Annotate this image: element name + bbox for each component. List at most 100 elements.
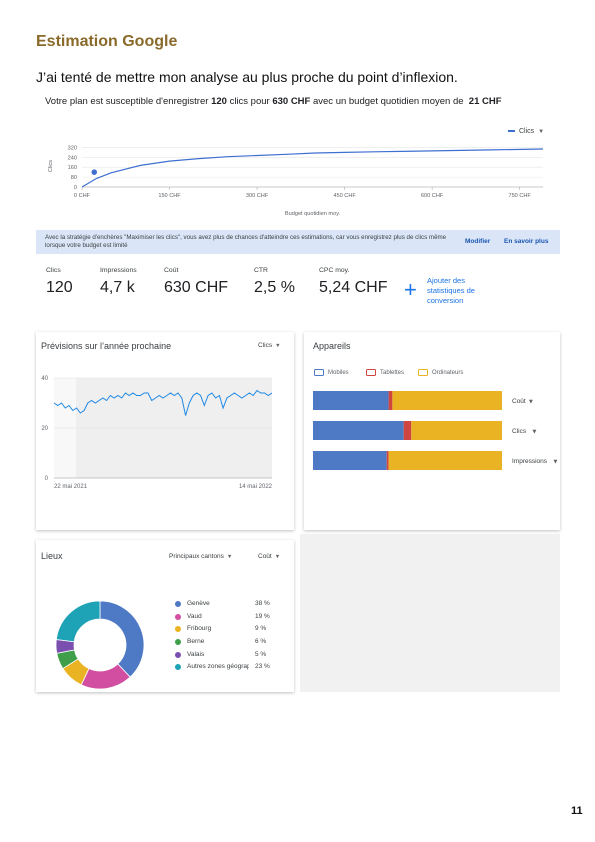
x-tick-label: 0 CHF [74, 193, 91, 199]
metric-value: 5,24 CHF [319, 279, 388, 296]
desktop-segment [388, 451, 502, 470]
location-percent: 38 % [255, 600, 270, 607]
desktop-segment [392, 391, 502, 410]
summary-middle: avec un budget quotidien moyen de [312, 96, 464, 107]
y-tick-label: 40 [41, 376, 48, 382]
forecast-metric-dropdown[interactable]: Clics ▼ [258, 342, 281, 349]
location-legend-row: Autres zones géographiques 23 % [175, 663, 270, 676]
location-percent: 19 % [255, 612, 270, 620]
location-percent: 6 % [255, 638, 267, 646]
location-metric-dropdown[interactable]: Coût ▼ [258, 553, 280, 560]
y-tick-label: 320 [68, 145, 77, 151]
metric-label: Clics [46, 267, 61, 274]
tablet-segment [388, 391, 393, 410]
metric-impressions: Impressions 4,7 k [100, 267, 137, 297]
y-tick-label: 0 [74, 185, 77, 191]
location-legend-row: Genève 38 % [175, 600, 270, 613]
modify-link[interactable]: Modifier [465, 238, 491, 245]
plus-icon: + [404, 277, 417, 302]
legend-dot [175, 601, 181, 607]
mobile-segment [313, 421, 404, 440]
chevron-down-icon: ▼ [274, 554, 281, 560]
summary-budget: 21 CHF [468, 96, 502, 107]
y-tick-label: 240 [68, 155, 77, 161]
y-tick-label: 0 [45, 476, 49, 482]
row-dropdown[interactable]: Clics ▼ [512, 428, 537, 435]
location-name: Autres zones géographiques [187, 663, 249, 671]
intro-text: J’ai tenté de mettre mon analyse au plus… [36, 69, 458, 85]
legend-label: Ordinateurs [432, 370, 464, 377]
x-tick-label: 450 CHF [333, 193, 356, 199]
x-tick-label: 14 mai 2022 [239, 484, 273, 490]
location-name: Genève [187, 600, 210, 607]
metric-value: 2,5 % [254, 279, 295, 296]
row-label: Impressions [512, 458, 548, 465]
tablet-icon [366, 369, 376, 376]
summary-cost: 630 CHF [272, 96, 311, 107]
banner-text: Avec la stratégie d'enchères "Maximiser … [45, 234, 447, 250]
desktop-segment [411, 421, 502, 440]
bid-strategy-banner: Avec la stratégie d'enchères "Maximiser … [36, 230, 560, 254]
donut-slice [99, 600, 145, 678]
forecast-line-chart[interactable]: 0 20 40 22 mai 2021 14 mai 2022 [36, 368, 294, 498]
location-legend-row: Valais 5 % [175, 651, 270, 664]
chevron-down-icon: ▼ [226, 554, 233, 560]
metric-value: 120 [46, 279, 73, 296]
location-name: Fribourg [187, 625, 212, 633]
metric-label: Coût [164, 267, 179, 274]
location-legend-row: Vaud 19 % [175, 613, 270, 626]
chevron-down-icon: ▼ [538, 129, 545, 135]
dropdown-label: Coût [258, 553, 272, 560]
y-tick-label: 160 [68, 165, 77, 171]
legend-dot [175, 626, 181, 633]
budget-legend-label: Clics [519, 128, 535, 135]
add-conversion-label: Ajouter des statistiques de conversion [427, 276, 475, 305]
legend-dot [175, 613, 181, 620]
metric-value: 4,7 k [100, 279, 135, 296]
devices-bar-chart[interactable]: Coût ▼Clics ▼Impressions ▼ [304, 380, 560, 480]
tablet-segment [386, 451, 389, 470]
forecast-card: Prévisions sur l’année prochaine Clics ▼ … [36, 332, 294, 530]
metric-avg-cpc: CPC moy. 5,24 CHF [319, 267, 387, 297]
device-legend-desktop: Ordinateurs [418, 369, 463, 376]
chevron-down-icon: ▼ [533, 429, 537, 435]
row-dropdown[interactable]: Impressions ▼ [512, 458, 558, 465]
learn-more-link[interactable]: En savoir plus [504, 238, 549, 245]
donut-slice [55, 600, 101, 643]
chevron-down-icon: ▼ [529, 399, 533, 405]
location-name: Vaud [187, 612, 202, 620]
location-legend-row: Fribourg 9 % [175, 625, 270, 638]
budget-chart-legend[interactable]: Clics ▼ [508, 128, 544, 135]
location-name: Berne [187, 638, 205, 646]
summary-clicks-word: clics pour [229, 96, 270, 107]
row-label: Clics [512, 428, 527, 435]
forecast-title: Prévisions sur l’année prochaine [41, 341, 172, 351]
empty-panel [300, 534, 560, 692]
row-dropdown[interactable]: Coût ▼ [512, 398, 533, 405]
y-axis-label: Clics [48, 160, 54, 172]
x-tick-label: 22 mai 2021 [54, 484, 88, 490]
row-label: Coût [512, 398, 526, 405]
x-tick-label: 750 CHF [508, 193, 531, 199]
location-legend-row: Berne 6 % [175, 638, 270, 651]
y-tick-label: 80 [71, 175, 77, 181]
location-name: Valais [187, 650, 205, 658]
budget-curve-chart[interactable]: 0 80 160 240 320 0 CHF 150 CHF 300 CHF 450 CHF 60… [36, 118, 560, 228]
location-percent: 5 % [255, 650, 267, 658]
metric-clicks: Clics 120 [46, 267, 73, 297]
locations-legend: Genève 38 % Vaud 19 % Fribourg 9 % Berne 6 % Val… [175, 600, 270, 676]
desktop-icon [418, 369, 428, 376]
y-tick-label: 20 [41, 426, 48, 432]
locations-title: Lieux [41, 551, 63, 561]
summary-clicks: 120 [211, 96, 227, 107]
metric-label: CTR [254, 267, 268, 274]
metric-label: Impressions [100, 267, 137, 274]
legend-dot [175, 651, 181, 658]
mobile-icon [314, 369, 324, 376]
devices-title: Appareils [313, 341, 351, 351]
legend-dot [175, 639, 181, 646]
device-legend-mobile: Mobiles [314, 369, 349, 376]
locations-donut-chart[interactable] [50, 595, 150, 695]
region-level-dropdown[interactable]: Principaux cantons ▼ [169, 553, 232, 560]
dropdown-label: Clics [258, 342, 273, 349]
